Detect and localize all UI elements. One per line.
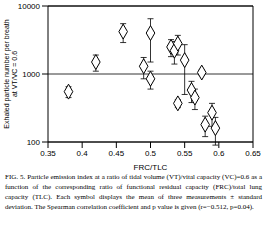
svg-text:FRC/TLC: FRC/TLC [134,163,168,170]
svg-text:0.45: 0.45 [109,149,125,158]
svg-text:0.6: 0.6 [213,149,225,158]
svg-text:0.5: 0.5 [145,149,157,158]
svg-text:100: 100 [27,138,41,147]
svg-text:10000: 10000 [18,2,41,11]
svg-text:0.65: 0.65 [245,149,259,158]
html-text:FIG. 5. Particle emission inde: FIG. 5. Particle emission index at a rat… [5,173,262,211]
svg-text:0.4: 0.4 [77,149,89,158]
svg-text:1000: 1000 [22,70,40,79]
svg-text:0.55: 0.55 [177,149,193,158]
svg-text:at VT/VC = 0.6: at VT/VC = 0.6 [11,51,18,97]
svg-text:0.35: 0.35 [40,149,56,158]
